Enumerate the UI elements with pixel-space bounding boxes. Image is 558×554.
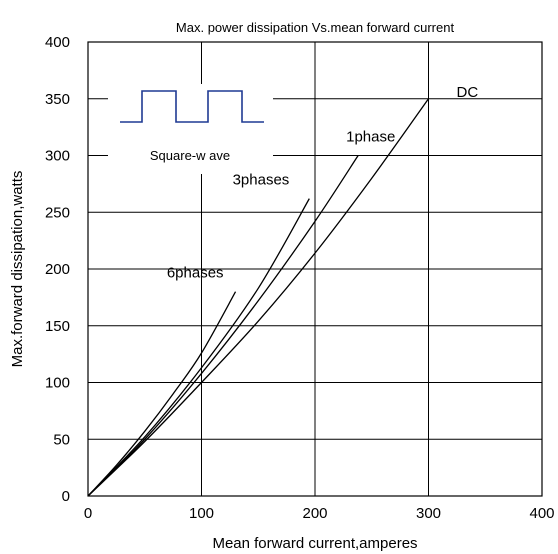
series-label-3phases: 3phases — [233, 172, 290, 189]
inset-background — [108, 84, 273, 174]
y-tick-label-6: 300 — [45, 148, 70, 165]
y-tick-label-1: 50 — [53, 431, 70, 448]
y-tick-label-0: 0 — [62, 488, 70, 505]
y-tick-label-7: 350 — [45, 91, 70, 108]
y-tick-label-5: 250 — [45, 204, 70, 221]
series-line-6phases — [87, 291, 237, 497]
y-tick-label-3: 150 — [45, 318, 70, 335]
x-axis-label: Mean forward current,amperes — [212, 535, 417, 552]
y-tick-label-4: 200 — [45, 261, 70, 278]
x-tick-label-0: 0 — [84, 505, 92, 522]
series-labels: DC 1phase 3phases 6phases — [167, 84, 479, 282]
y-axis-label: Max.forward dissipation,watts — [9, 171, 26, 368]
series-line-dc — [87, 98, 430, 497]
y-tick-label-8: 400 — [45, 34, 70, 51]
series-label-1phase: 1phase — [346, 129, 395, 146]
x-tick-label-4: 400 — [529, 505, 554, 522]
series-line-3phases — [87, 198, 310, 497]
series-label-dc: DC — [457, 84, 479, 101]
plot-frame — [87, 41, 543, 497]
x-tick-label-1: 100 — [189, 505, 214, 522]
series-label-6phases: 6phases — [167, 265, 224, 282]
y-tick-labels: 0 50 100 150 200 250 300 350 400 — [45, 34, 70, 505]
series-lines — [87, 98, 430, 497]
square-wave-inset: Square-w ave — [108, 84, 273, 174]
x-tick-labels: 0 100 200 300 400 — [84, 505, 555, 522]
square-wave-icon — [120, 90, 264, 123]
chart-title: Max. power dissipation Vs.mean forward c… — [176, 20, 455, 35]
x-tick-label-3: 300 — [416, 505, 441, 522]
series-line-1phase — [87, 155, 359, 497]
x-tick-label-2: 200 — [302, 505, 327, 522]
y-tick-label-2: 100 — [45, 375, 70, 392]
inset-label: Square-w ave — [150, 148, 230, 163]
